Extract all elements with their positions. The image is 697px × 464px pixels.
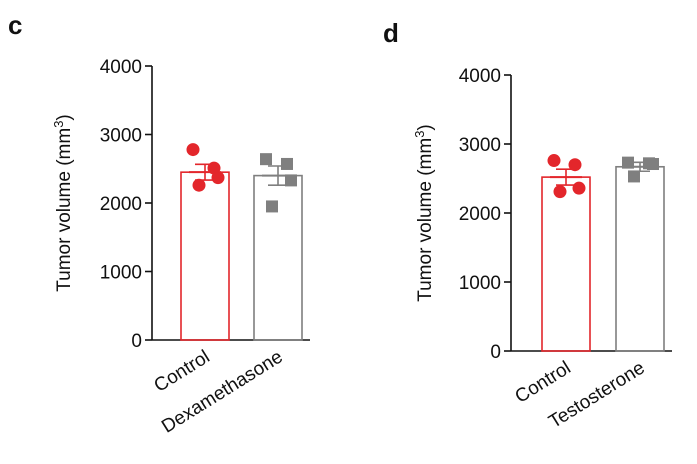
panel-d-chart: d 0 1000 2000 3000 4000 Tumor volume (mm3) Cont… (383, 18, 672, 433)
panel-c-ytick-label: 1000 (100, 263, 142, 284)
panel-d-point (647, 158, 659, 171)
panel-c-point (281, 157, 293, 170)
panel-c-ytick-label: 3000 (100, 126, 142, 147)
panel-c-point (266, 200, 278, 213)
panel-c-point (260, 153, 272, 166)
panel-d-point (568, 158, 582, 172)
panel-d-ytick-label: 4000 (459, 66, 501, 87)
panel-c-ytick-label: 4000 (100, 57, 142, 78)
panel-d-point (547, 154, 561, 168)
panel-c-point (192, 178, 206, 192)
panel-c-label: c (8, 10, 22, 40)
panel-d-bar-control (541, 176, 591, 352)
panel-d-point (622, 156, 634, 169)
panel-c-chart: c 0 1000 2000 3000 4000 Tumor volume (mm3) Cont… (8, 10, 310, 438)
panel-d-category-label: Control (512, 357, 575, 407)
panel-d-ytick-label: 3000 (459, 135, 501, 156)
panel-c-ytick-label: 0 (131, 331, 142, 352)
panel-c-category-label: Control (151, 346, 214, 396)
panel-c-point (211, 171, 225, 185)
panel-d-point (628, 170, 640, 183)
panel-d-point (572, 181, 586, 195)
panel-c-bar-control (180, 171, 230, 341)
panel-d-ytick-label: 1000 (459, 273, 501, 294)
panel-d-label: d (383, 18, 399, 48)
panel-c-ytick-label: 2000 (100, 194, 142, 215)
panel-c-category-label: Dexamethasone (158, 346, 286, 437)
panel-c-point (285, 174, 297, 187)
panel-d-bar-testosterone (615, 165, 665, 352)
panel-d-ytick-label: 2000 (459, 204, 501, 225)
panel-d-ylabel: Tumor volume (mm3) (412, 124, 437, 302)
panel-c-bar-dexamethasone (253, 174, 303, 341)
panel-d-point (553, 185, 567, 199)
panel-c-ylabel: Tumor volume (mm3) (51, 114, 76, 292)
panel-c-point (186, 143, 200, 157)
panel-d-ytick-label: 0 (490, 342, 501, 363)
